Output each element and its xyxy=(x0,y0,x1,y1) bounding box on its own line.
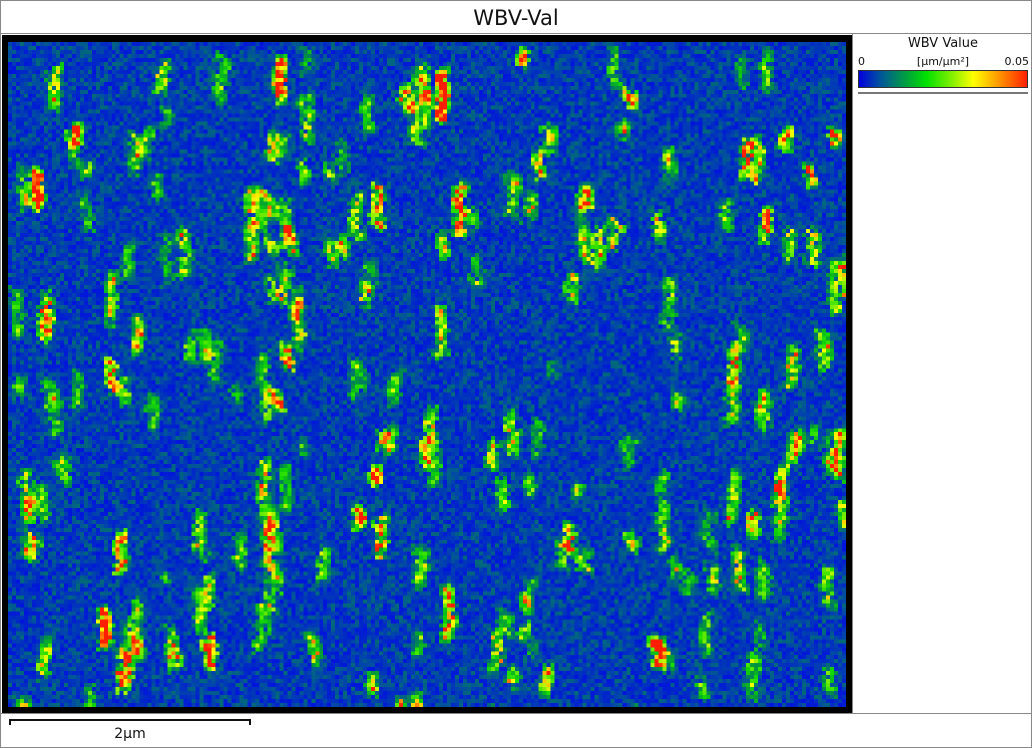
wbv-map-image xyxy=(8,42,846,707)
scale-bar-label: 2μm xyxy=(114,726,146,742)
map-title: WBV-Val xyxy=(0,0,1032,34)
legend-title: WBV Value xyxy=(907,36,979,51)
legend-colorbar xyxy=(858,70,1028,88)
scale-bar xyxy=(9,719,251,725)
map-frame xyxy=(2,35,852,713)
legend-max: 0.05 xyxy=(1004,55,1030,68)
footer: 2μm xyxy=(0,713,1032,748)
legend-divider xyxy=(858,92,1028,94)
legend-unit: [μm/μm²] xyxy=(916,55,970,68)
legend-min: 0 xyxy=(858,55,865,68)
legend-panel: WBV Value 0 [μm/μm²] 0.05 xyxy=(852,34,1032,714)
